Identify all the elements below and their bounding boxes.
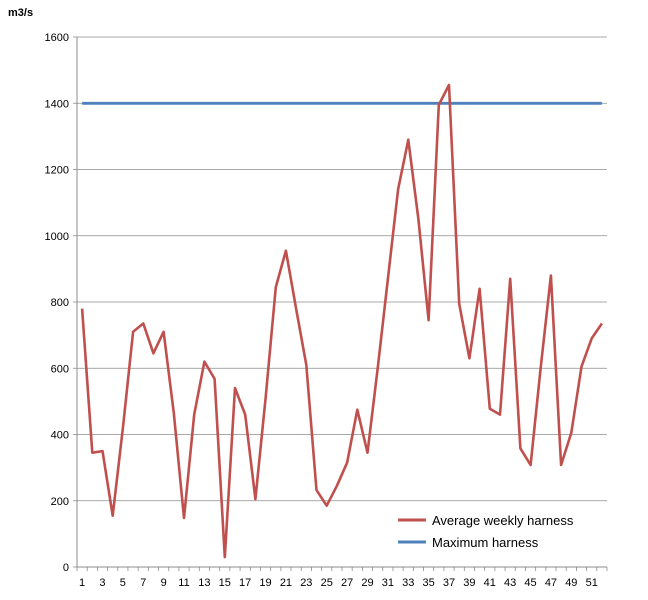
- series-lines: [80, 83, 603, 559]
- x-tick-label: 51: [586, 577, 598, 589]
- series-line-average-weekly-harness: [80, 83, 603, 559]
- x-tick-label: 43: [504, 577, 516, 589]
- y-tick-label: 1200: [45, 165, 69, 177]
- x-tick-label: 3: [99, 577, 105, 589]
- x-tick-label: 25: [321, 577, 333, 589]
- x-tick-labels: 1 3 5 7 9 11 13 15 17 19 21 23 25 27 29 31 33 35 37 39 41 43 4…: [79, 577, 598, 589]
- x-tick-label: 9: [161, 577, 167, 589]
- x-tick-label: 23: [300, 577, 312, 589]
- x-tick-label: 29: [361, 577, 373, 589]
- y-tick-label: 1600: [45, 32, 69, 44]
- x-tick-label: 21: [280, 577, 292, 589]
- x-tick-label: 15: [219, 577, 231, 589]
- gridlines: [77, 36, 607, 502]
- y-tick-label: 0: [63, 562, 69, 574]
- x-tick-label: 13: [198, 577, 210, 589]
- y-tick-label: 800: [51, 297, 69, 309]
- x-tick-label: 5: [120, 577, 126, 589]
- x-tick-label: 37: [443, 577, 455, 589]
- x-tick-label: 17: [239, 577, 251, 589]
- x-tick-label: 7: [140, 577, 146, 589]
- x-tick-label: 11: [178, 577, 189, 589]
- y-tick-label: 400: [51, 430, 69, 442]
- x-tick-label: 45: [524, 577, 536, 589]
- legend-label: Maximum harness: [432, 535, 539, 550]
- x-tick-label: 33: [402, 577, 414, 589]
- axes: [73, 36, 608, 571]
- y-tick-label: 600: [51, 363, 69, 375]
- y-tick-label: 200: [51, 496, 69, 508]
- x-tick-label: 49: [565, 577, 577, 589]
- y-tick-labels: 0 200 400 600 800 1000 1200 1400 1600: [45, 32, 69, 574]
- y-tick-label: 1000: [45, 231, 69, 243]
- x-tick-label: 27: [341, 577, 353, 589]
- x-tick-label: 1: [79, 577, 85, 589]
- legend: Average weekly harness Maximum harness: [398, 513, 574, 550]
- x-tick-label: 41: [484, 577, 496, 589]
- x-tick-label: 19: [259, 577, 271, 589]
- y-axis-label: m3/s: [8, 7, 33, 19]
- x-tick-label: 39: [463, 577, 475, 589]
- x-tick-label: 47: [545, 577, 557, 589]
- x-tick-label: 35: [423, 577, 435, 589]
- y-tick-label: 1400: [45, 98, 69, 110]
- legend-label: Average weekly harness: [432, 513, 574, 528]
- x-tick-label: 31: [382, 577, 394, 589]
